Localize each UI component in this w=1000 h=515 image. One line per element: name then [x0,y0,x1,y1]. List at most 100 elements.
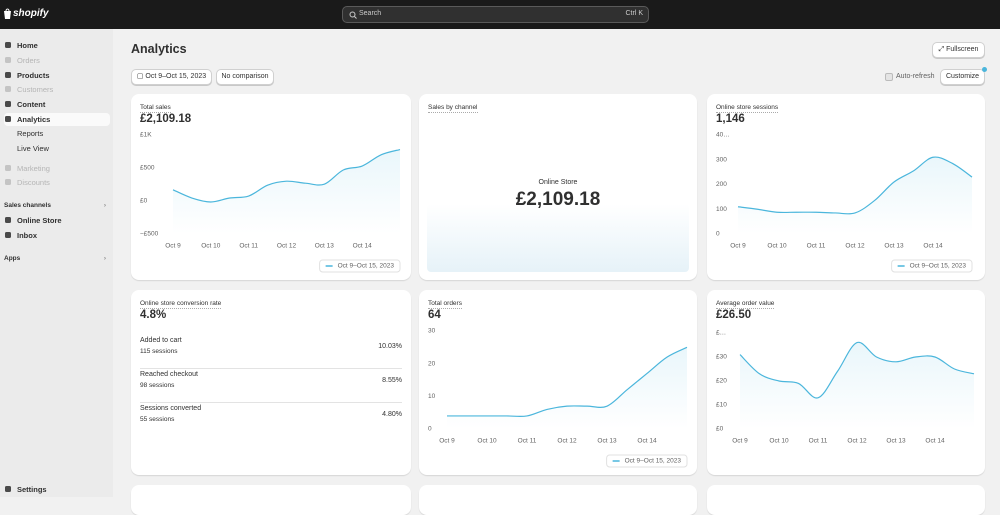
x-tick-label: Oct 13 [597,438,617,445]
x-tick-label: Oct 11 [809,438,828,445]
y-tick-label: £1K [140,132,152,139]
x-tick-label: Oct 10 [477,438,497,445]
card-value: 1,146 [716,113,745,125]
search-icon [349,11,357,19]
nav-item[interactable]: Inbox [4,229,110,242]
x-tick-label: Oct 12 [847,438,867,445]
section-label[interactable]: Apps › [4,255,106,262]
card-title: Total orders [428,300,462,309]
channel-value: £2,109.18 [515,189,601,210]
y-tick-label: 100 [716,206,727,213]
y-tick-label: £30 [716,354,727,361]
x-tick-label: Oct 14 [637,438,657,445]
card-value: 64 [428,309,441,321]
x-tick-label: Oct 10 [201,243,221,250]
x-tick-label: Oct 13 [884,243,904,250]
x-tick-label: Oct 12 [845,243,865,250]
card: Online store sessions 1,146 0 100 200 300 40… [707,94,985,280]
card: Total sales £2,109.18 £1K £500 £0 −£500 Oct … [131,94,411,280]
card: Average order value £26.50 £0 £10 £20 £30 £…… [707,290,985,475]
card-title: Average order value [716,300,775,309]
x-tick-label: Oct 13 [886,438,906,445]
area-fill [738,157,972,234]
logo-icon [4,8,11,19]
area-fill [447,347,687,429]
channel-name: Online Store [538,179,578,186]
x-tick-label: Oct 11 [807,243,826,250]
row-rate: 4.80% [382,411,402,418]
card [419,485,697,515]
nav-subitem[interactable]: Live View [17,144,49,153]
card [131,485,411,515]
y-tick-label: £0 [716,426,724,433]
row-sessions: 98 sessions [140,382,175,389]
x-tick-label: Oct 12 [277,243,297,250]
y-tick-label: £20 [716,378,727,385]
area-fill [173,149,400,234]
funnel-row: Reached checkout 98 sessions 8.55% [140,369,402,403]
legend-box [891,259,973,273]
customize-button[interactable]: Customize [940,69,985,85]
checkbox[interactable] [885,73,893,81]
section-label[interactable]: Sales channels › [4,202,106,209]
nav-item[interactable]: Content [4,98,110,111]
nav-item[interactable]: Discounts [4,176,110,189]
y-tick-label: 0 [428,426,432,433]
channel-bar [427,204,689,272]
x-tick-label: Oct 9 [732,438,748,445]
comparison-button[interactable]: No comparison [216,69,274,85]
card-title: Online store sessions [716,104,779,113]
fullscreen-button[interactable]: ⤢ Fullscreen [932,42,985,58]
x-tick-label: Oct 12 [557,438,577,445]
y-tick-label: 30 [428,328,436,335]
row-label: Added to cart [140,337,182,344]
area-fill [740,342,974,429]
funnel-row: Added to cart 115 sessions 10.03% [140,335,402,369]
card-value: £2,109.18 [140,113,192,125]
y-tick-label: £… [716,330,726,337]
card [707,485,985,515]
nav-item[interactable]: Marketing [4,162,110,175]
nav-item[interactable]: Settings [4,483,110,496]
nav-subitem[interactable]: Reports [17,129,44,138]
row-rate: 8.55% [382,377,402,384]
row-sessions: 55 sessions [140,416,175,423]
x-tick-label: Oct 9 [730,243,746,250]
nav-item[interactable]: Customers [4,83,110,96]
y-tick-label: £0 [140,198,148,205]
nav-item[interactable]: Analytics [4,113,110,126]
nav-item[interactable]: Home [4,39,110,52]
search-box[interactable]: Search Ctrl K [342,6,649,23]
x-tick-label: Oct 13 [315,243,335,250]
x-tick-label: Oct 14 [923,243,943,250]
y-tick-label: 200 [716,181,727,188]
y-tick-label: 10 [428,393,436,400]
date-range-button[interactable]: ▢ Oct 9–Oct 15, 2023 [131,69,212,85]
legend-box [319,259,401,273]
search-placeholder: Search [359,10,382,17]
x-tick-label: Oct 11 [239,243,258,250]
x-tick-label: Oct 14 [925,438,945,445]
nav-item[interactable]: Products [4,69,110,82]
chart: £1K £500 £0 −£500 Oct 9 Oct 10 Oct 11 Oct 12 Oct… [140,132,401,273]
y-tick-label: 40… [716,132,730,139]
line [446,346,688,418]
legend-box [606,454,688,468]
page-title: Analytics [131,42,187,56]
x-tick-label: Oct 9 [165,243,181,250]
nav-item[interactable]: Online Store [4,214,110,227]
row-label: Reached checkout [140,371,198,378]
line [737,156,973,215]
line [739,341,975,399]
sidebar: Home Orders Products Customers Content A… [0,29,113,497]
row-sessions: 115 sessions [140,348,178,355]
legend-label: Oct 9–Oct 15, 2023 [625,458,682,465]
chart: 0 10 20 30 Oct 9 Oct 10 Oct 11 Oct 12 Oct 13 Oct … [428,328,688,468]
nav-item[interactable]: Orders [4,54,110,67]
y-tick-label: 20 [428,360,436,367]
y-tick-label: 0 [716,231,720,238]
auto-refresh-label: Auto-refresh [896,73,935,80]
row-label: Sessions converted [140,405,202,412]
row-rate: 10.03% [378,343,402,350]
